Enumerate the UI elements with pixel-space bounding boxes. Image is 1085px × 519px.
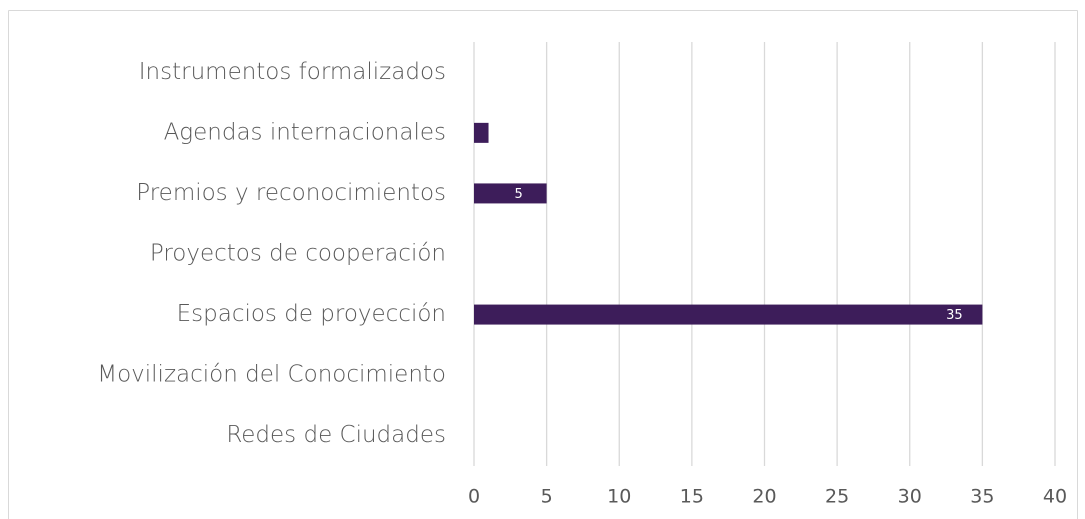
y-tick-label: Instrumentos formalizados: [139, 59, 446, 85]
x-tick-label: 0: [468, 486, 480, 508]
y-tick-label: Redes de Ciudades: [226, 422, 446, 448]
data-label: 35: [946, 308, 963, 323]
y-tick-label: Premios y reconocimientos: [136, 180, 446, 206]
bar: [474, 183, 547, 204]
x-tick-label: 25: [825, 486, 849, 508]
x-tick-label: 10: [607, 486, 631, 508]
y-tick-label: Movilización del Conocimiento: [97, 362, 446, 388]
y-tick-label: Espacios de proyección: [177, 301, 446, 327]
x-tick-label: 5: [541, 486, 553, 508]
y-tick-label: Proyectos de cooperación: [150, 241, 446, 267]
y-tick-label: Agendas internacionales: [164, 119, 446, 145]
x-tick-label: 30: [898, 486, 922, 508]
x-tick-label: 15: [680, 486, 704, 508]
data-label: 5: [514, 187, 522, 202]
bar: [474, 122, 489, 143]
x-tick-label: 20: [752, 486, 776, 508]
x-tick-label: 40: [1043, 486, 1067, 508]
x-tick-label: 35: [970, 486, 994, 508]
bar: [474, 304, 983, 325]
